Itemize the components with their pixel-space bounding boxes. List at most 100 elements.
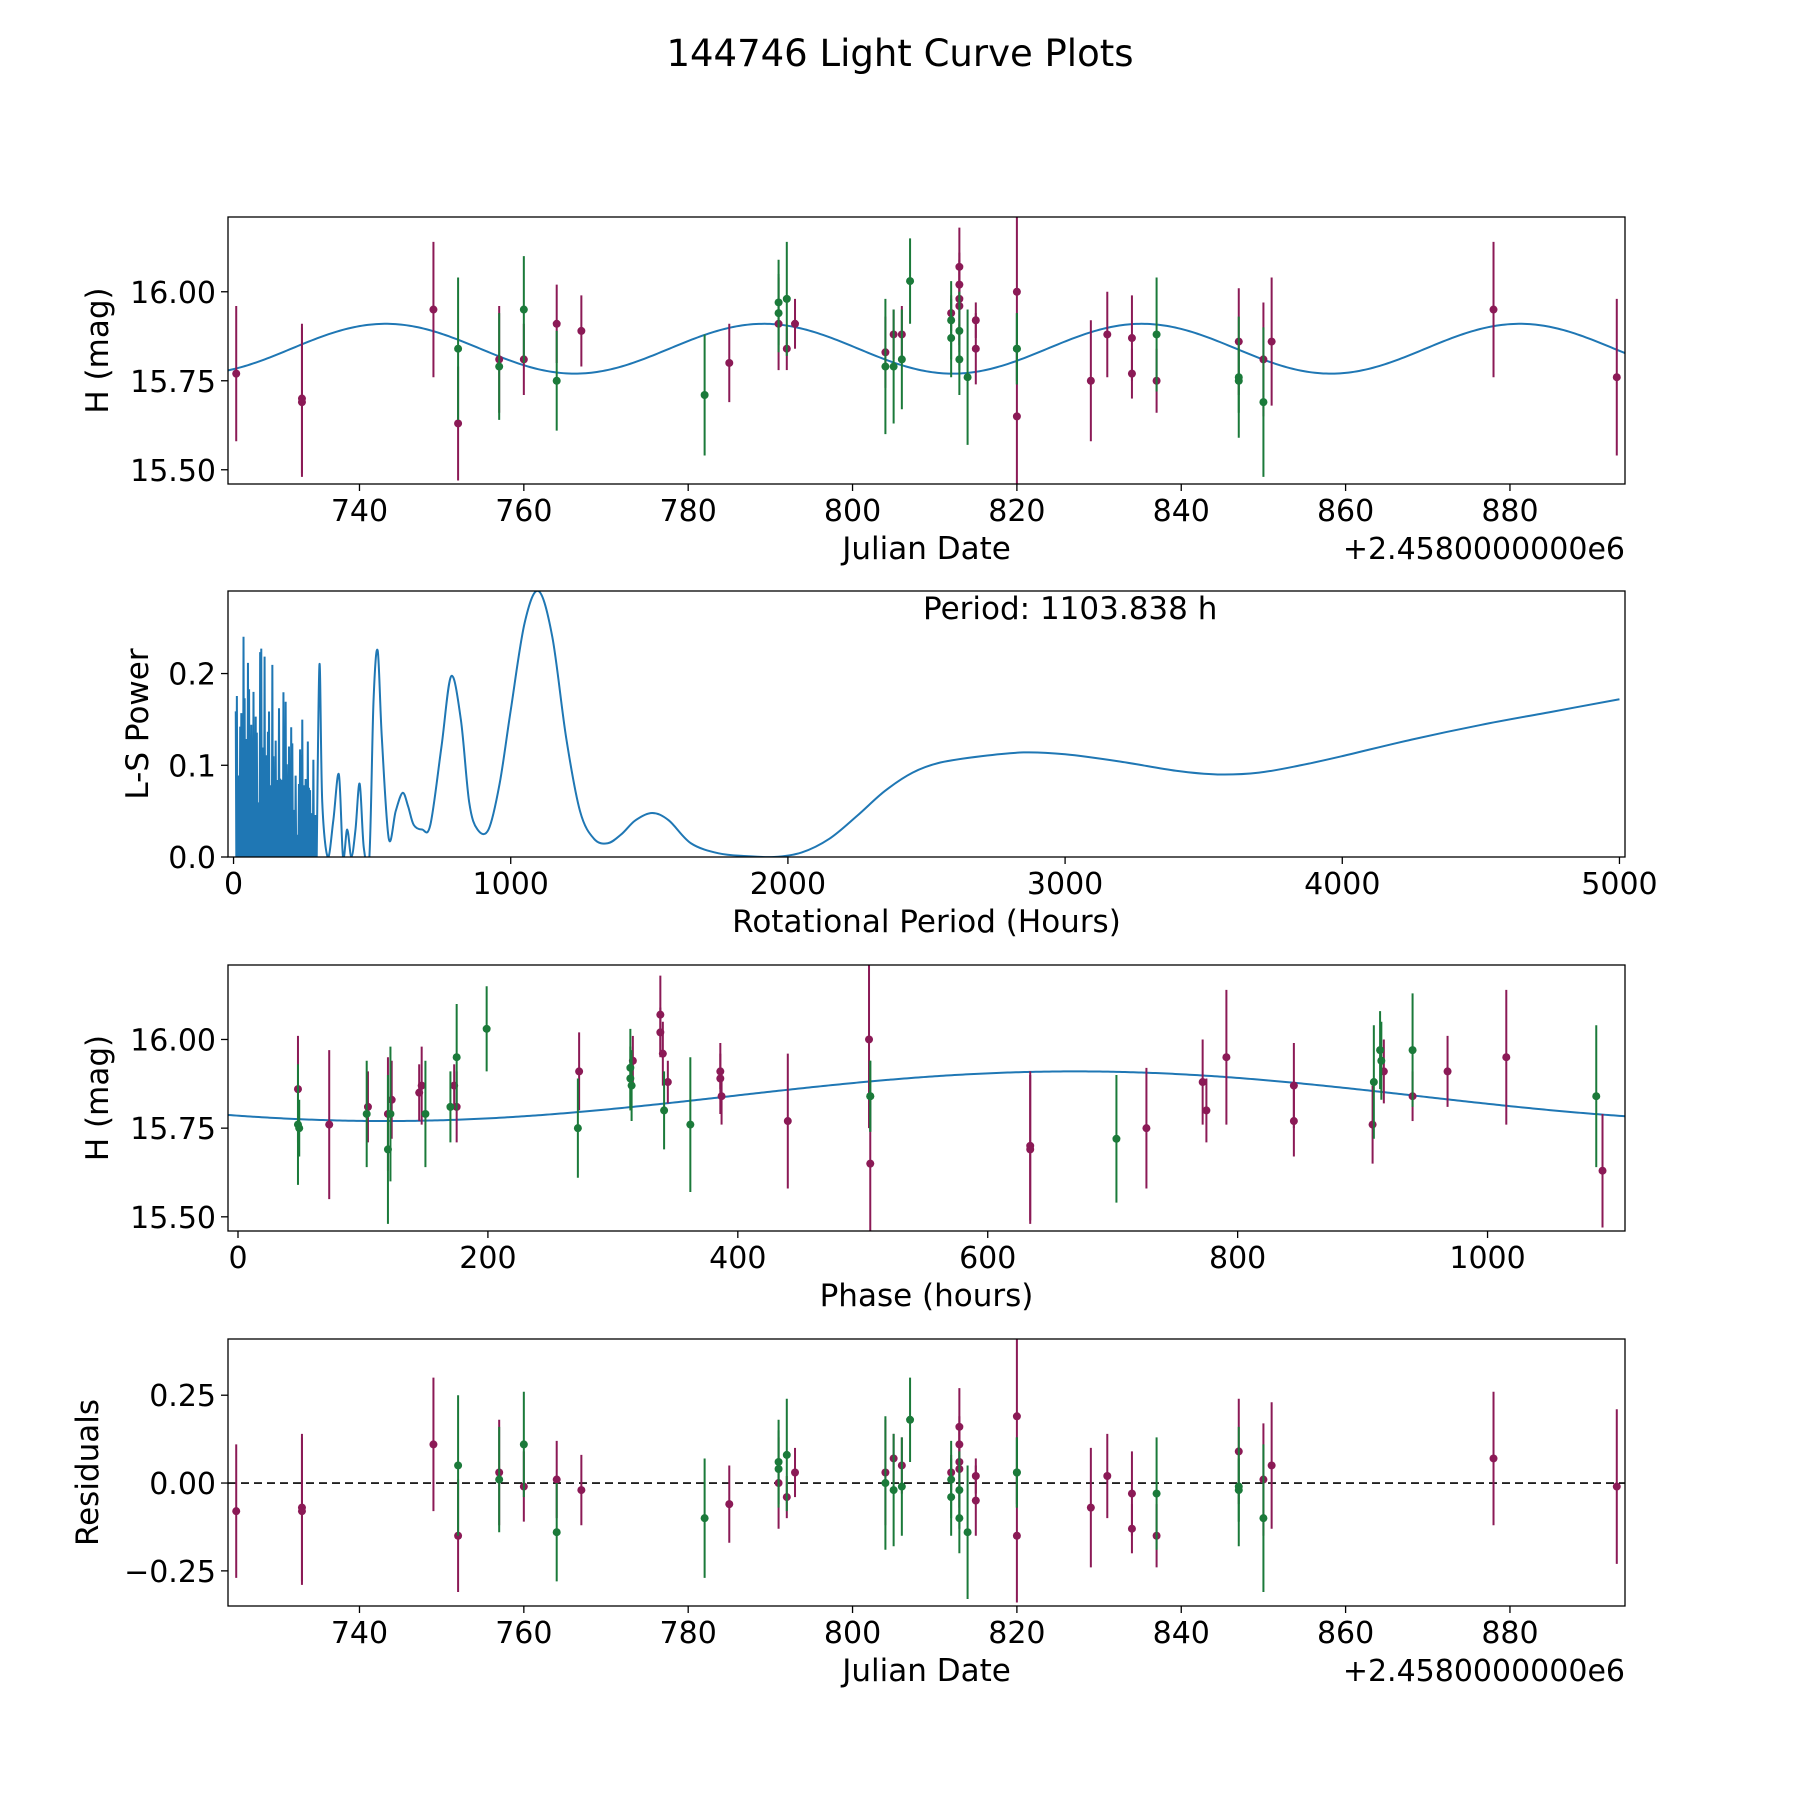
data-point bbox=[519, 305, 528, 314]
data-point bbox=[1012, 287, 1021, 296]
x-tick-label: 840 bbox=[1153, 494, 1210, 529]
data-point bbox=[963, 1528, 972, 1537]
data-point bbox=[1127, 334, 1136, 343]
axes-frame bbox=[227, 964, 1626, 1232]
x-tick-label: 780 bbox=[660, 1616, 717, 1651]
data-point bbox=[1267, 337, 1276, 346]
data-point bbox=[1489, 1454, 1498, 1463]
data-point bbox=[947, 1475, 956, 1484]
data-point bbox=[1012, 412, 1021, 421]
data-point bbox=[295, 1124, 304, 1133]
data-point bbox=[881, 362, 890, 371]
series-filter-b bbox=[454, 238, 1268, 477]
data-point bbox=[1234, 1486, 1243, 1495]
data-point bbox=[417, 1081, 426, 1090]
data-point bbox=[660, 1106, 669, 1115]
data-point bbox=[1489, 305, 1498, 314]
figure-title: 144746 Light Curve Plots bbox=[666, 32, 1133, 75]
y-tick-label: 0.00 bbox=[149, 1467, 216, 1502]
data-point bbox=[1152, 330, 1161, 339]
data-point bbox=[573, 1124, 582, 1133]
y-tick-label: 16.00 bbox=[130, 276, 216, 311]
data-point bbox=[429, 305, 438, 314]
y-tick-label: 15.75 bbox=[130, 1112, 216, 1147]
plot-area bbox=[228, 965, 1625, 1231]
y-tick-label: 0.2 bbox=[168, 658, 216, 693]
period-annotation: Period: 1103.838 h bbox=[923, 591, 1217, 627]
data-point bbox=[955, 355, 964, 364]
data-point bbox=[774, 309, 783, 318]
x-tick-label: 800 bbox=[1209, 1241, 1266, 1276]
x-tick-label: 3000 bbox=[1027, 867, 1103, 902]
residuals-panel: 740 760 780 800 820 840 860 880 −0.25 0.00 0.25 Jul… bbox=[70, 1338, 1626, 1689]
data-point bbox=[297, 398, 306, 407]
data-point bbox=[782, 1450, 791, 1459]
x-tick-label: 1000 bbox=[1449, 1241, 1525, 1276]
data-point bbox=[325, 1120, 334, 1129]
data-point bbox=[519, 1440, 528, 1449]
data-point bbox=[626, 1063, 635, 1072]
data-point bbox=[577, 1486, 586, 1495]
x-offset-label: +2.4580000000e6 bbox=[1343, 1654, 1625, 1689]
data-point bbox=[1289, 1117, 1298, 1126]
y-tick-label: 15.50 bbox=[130, 1201, 216, 1236]
data-point bbox=[1598, 1166, 1607, 1175]
data-point bbox=[971, 1496, 980, 1505]
x-axis-label: Phase (hours) bbox=[820, 1278, 1034, 1314]
plot-area bbox=[228, 1339, 1625, 1603]
data-point bbox=[1259, 398, 1268, 407]
x-axis-label: Rotational Period (Hours) bbox=[732, 904, 1121, 940]
data-point bbox=[452, 1053, 461, 1062]
data-point bbox=[495, 1475, 504, 1484]
data-point bbox=[1368, 1120, 1377, 1129]
data-point bbox=[947, 316, 956, 325]
data-point bbox=[1222, 1053, 1231, 1062]
series-filter-b bbox=[293, 986, 1601, 1224]
y-tick-label: 15.75 bbox=[130, 365, 216, 400]
x-tick-label: 740 bbox=[331, 1616, 388, 1651]
data-point bbox=[552, 376, 561, 385]
data-point bbox=[421, 1109, 430, 1118]
data-point bbox=[386, 1109, 395, 1118]
x-tick-label: 400 bbox=[709, 1241, 766, 1276]
data-point bbox=[889, 1486, 898, 1495]
data-point bbox=[782, 294, 791, 303]
data-point bbox=[791, 1468, 800, 1477]
data-point bbox=[1408, 1046, 1417, 1055]
periodogram-curve bbox=[315, 591, 1620, 857]
data-point bbox=[663, 1078, 672, 1087]
data-point bbox=[897, 355, 906, 364]
axes-frame bbox=[227, 590, 1626, 858]
x-tick-label: 880 bbox=[1481, 1616, 1538, 1651]
data-point bbox=[454, 419, 463, 428]
data-point bbox=[686, 1120, 695, 1129]
x-tick-label: 840 bbox=[1153, 1616, 1210, 1651]
x-tick-label: 780 bbox=[660, 494, 717, 529]
data-point bbox=[1026, 1145, 1035, 1154]
data-point bbox=[881, 1479, 890, 1488]
x-tick-label: 880 bbox=[1481, 494, 1538, 529]
x-tick-label: 200 bbox=[459, 1241, 516, 1276]
x-tick-label: 0 bbox=[224, 867, 243, 902]
x-tick-label: 760 bbox=[495, 494, 552, 529]
y-tick-label: 16.00 bbox=[130, 1023, 216, 1058]
axes-frame bbox=[227, 1338, 1626, 1607]
x-tick-label: 740 bbox=[331, 494, 388, 529]
data-point bbox=[906, 277, 915, 286]
data-point bbox=[866, 1159, 875, 1168]
data-point bbox=[232, 1507, 241, 1516]
data-point bbox=[955, 280, 964, 289]
periodogram-panel: 0 1000 2000 3000 4000 5000 0.0 0.1 0.2 Rotational… bbox=[120, 590, 1658, 940]
x-tick-label: 600 bbox=[959, 1241, 1016, 1276]
data-point bbox=[1103, 1472, 1112, 1481]
y-tick-label: 0.1 bbox=[168, 749, 216, 784]
x-tick-label: 4000 bbox=[1304, 867, 1380, 902]
x-tick-label: 800 bbox=[824, 494, 881, 529]
data-point bbox=[1142, 1124, 1151, 1133]
data-point bbox=[725, 1500, 734, 1509]
x-tick-label: 5000 bbox=[1581, 867, 1657, 902]
x-tick-label: 800 bbox=[824, 1616, 881, 1651]
x-tick-label: 1000 bbox=[473, 867, 549, 902]
data-point bbox=[1502, 1053, 1511, 1062]
